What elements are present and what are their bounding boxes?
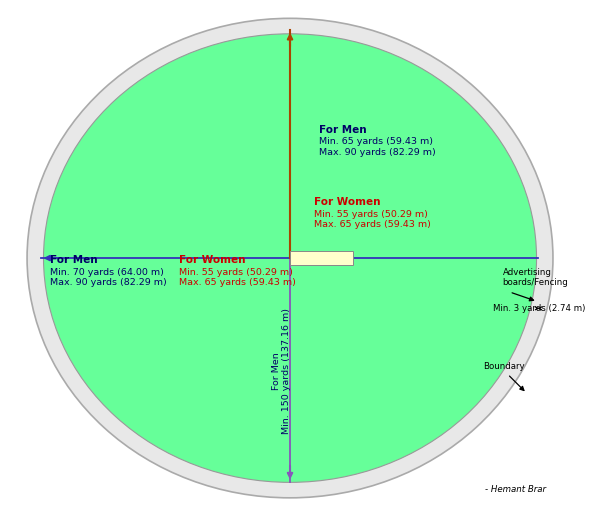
Text: Boundary: Boundary	[483, 362, 525, 371]
Text: For Men: For Men	[51, 255, 98, 265]
Text: Min. 55 yards (50.29 m): Min. 55 yards (50.29 m)	[314, 210, 428, 219]
Ellipse shape	[43, 34, 536, 482]
Text: Min. 70 yards (64.00 m): Min. 70 yards (64.00 m)	[51, 268, 164, 277]
Text: Min. 65 yards (59.43 m): Min. 65 yards (59.43 m)	[319, 137, 433, 146]
Text: Max. 65 yards (59.43 m): Max. 65 yards (59.43 m)	[179, 278, 296, 288]
Text: Max. 90 yards (82.29 m): Max. 90 yards (82.29 m)	[319, 148, 436, 157]
Text: Min. 55 yards (50.29 m): Min. 55 yards (50.29 m)	[179, 268, 293, 277]
Text: For Women: For Women	[179, 255, 246, 265]
Text: Min. 3 yards (2.74 m): Min. 3 yards (2.74 m)	[493, 304, 585, 313]
Ellipse shape	[27, 18, 553, 498]
Text: Max. 90 yards (82.29 m): Max. 90 yards (82.29 m)	[51, 278, 167, 288]
Bar	[290, 251, 353, 265]
Text: For Men: For Men	[319, 125, 367, 134]
Text: Max. 65 yards (59.43 m): Max. 65 yards (59.43 m)	[314, 220, 431, 229]
Text: For Men
Min. 150 yards (137.16 m): For Men Min. 150 yards (137.16 m)	[272, 308, 291, 434]
Text: - Hemant Brar: - Hemant Brar	[485, 485, 546, 494]
Text: Advertising
boards/Fencing: Advertising boards/Fencing	[503, 268, 568, 287]
Text: For Women: For Women	[314, 197, 380, 207]
